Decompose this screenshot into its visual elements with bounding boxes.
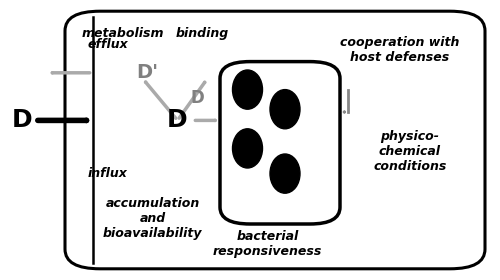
Text: D: D [167, 108, 188, 132]
Text: D: D [190, 89, 204, 107]
Text: D: D [12, 108, 33, 132]
Text: influx: influx [88, 167, 128, 180]
Text: bacterial
responsiveness: bacterial responsiveness [213, 230, 322, 258]
Text: accumulation
and
bioavailability: accumulation and bioavailability [103, 197, 202, 240]
Text: physico-
chemical
conditions: physico- chemical conditions [374, 130, 446, 173]
Ellipse shape [232, 129, 262, 168]
Text: cooperation with
host defenses: cooperation with host defenses [340, 36, 460, 64]
FancyBboxPatch shape [65, 11, 485, 269]
Text: metabolism: metabolism [81, 27, 164, 40]
Ellipse shape [270, 90, 300, 129]
Ellipse shape [232, 70, 262, 109]
Ellipse shape [270, 154, 300, 193]
Text: binding: binding [176, 27, 229, 40]
Text: efflux: efflux [87, 38, 128, 51]
FancyBboxPatch shape [220, 62, 340, 224]
Text: D': D' [136, 63, 158, 82]
